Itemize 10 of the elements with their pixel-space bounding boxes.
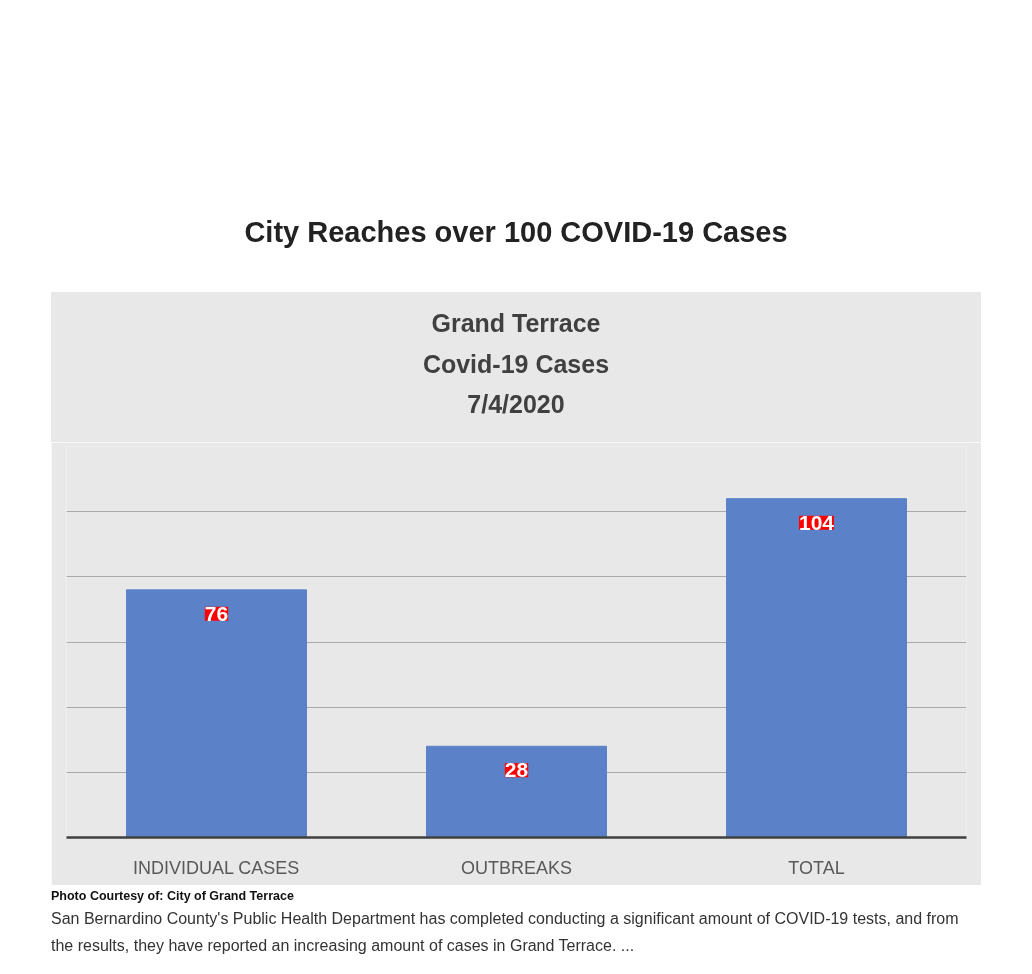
- data-label: 76: [204, 601, 229, 625]
- data-label: 28: [504, 758, 529, 782]
- x-tick-label: INDIVIDUAL CASES: [132, 857, 300, 878]
- chart-title: City Reaches over 100 COVID-19 Cases: [243, 215, 789, 250]
- text: Photo Courtesy of: City of Grand Terrace: [51, 888, 294, 905]
- x-tick-label: OUTBREAKS: [460, 857, 573, 878]
- chart-subtitle: Grand Terrace Covid-19 Cases 7/4/2020: [51, 292, 981, 442]
- data-label: 104: [798, 510, 835, 534]
- text: San Bernardino County's Public Health Department has completed conducting a significant amount of COVID-19 tests, and from the results, they have reported an increasing amount of cases in Grand Terrace. ...: [51, 909, 960, 956]
- x-tick-label: TOTAL: [788, 857, 845, 878]
